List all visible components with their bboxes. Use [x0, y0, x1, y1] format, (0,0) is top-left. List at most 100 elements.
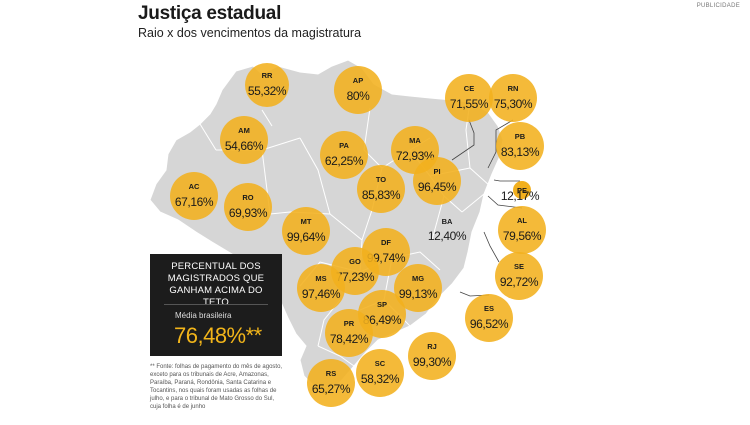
bubble-rs: RS 65,27%: [307, 359, 355, 407]
bubble-circle-rn: [489, 74, 537, 122]
bubble-rr: RR 55,32%: [245, 63, 289, 107]
state-code-ce: CE: [464, 84, 474, 93]
state-value-sp: 86,49%: [363, 313, 402, 327]
ad-label: PUBLICIDADE: [696, 3, 740, 9]
state-value-pe: 12,17%: [501, 189, 540, 203]
state-code-rs: RS: [326, 369, 336, 378]
bubble-pi: PI 96,45%: [413, 157, 461, 205]
state-value-go: 77,23%: [336, 270, 375, 284]
state-code-rr: RR: [262, 71, 273, 80]
state-code-al: AL: [517, 216, 527, 225]
bubble-ms: MS 97,46%: [297, 264, 345, 312]
state-code-ma: MA: [409, 136, 421, 145]
state-value-ce: 71,55%: [450, 97, 489, 111]
bubble-ro: RO 69,93%: [224, 183, 272, 231]
state-code-es: ES: [484, 304, 494, 313]
state-code-df: DF: [381, 238, 391, 247]
bubble-rj: RJ 99,30%: [408, 332, 456, 380]
legend-divider: [164, 304, 268, 305]
bubble-ap: AP 80%: [334, 66, 382, 114]
bubble-ce: CE 71,55%: [445, 74, 493, 122]
bubble-circle-ac: [170, 172, 218, 220]
state-value-pb: 83,13%: [501, 145, 540, 159]
bubble-to: TO 85,83%: [357, 165, 405, 213]
bubble-mg: MG 99,13%: [394, 264, 442, 312]
connector-rn: [487, 119, 514, 169]
connector-se: [483, 231, 500, 263]
bubble-circle-pi: [413, 157, 461, 205]
state-value-pr: 78,42%: [330, 332, 369, 346]
average-legend: PERCENTUAL DOS MAGISTRADOS QUE GANHAM AC…: [150, 254, 282, 356]
bubble-pa: PA 62,25%: [320, 131, 368, 179]
bubble-mt: MT 99,64%: [282, 207, 330, 255]
state-code-go: GO: [349, 257, 361, 266]
state-bubbles: RR 55,32% AP 80% CE 71,55% RN 75,30% AM 54,66% PA 6…: [170, 63, 546, 407]
state-value-mg: 99,13%: [399, 287, 438, 301]
connector-pe: [493, 179, 520, 182]
state-code-sp: SP: [377, 300, 387, 309]
footnote: ** Fonte: folhas de pagamento do mês de …: [150, 364, 283, 410]
state-code-rn: RN: [508, 84, 519, 93]
bubble-circle-to: [357, 165, 405, 213]
state-value-ap: 80%: [347, 89, 371, 103]
bubble-circle-rr: [245, 63, 289, 107]
state-code-to: TO: [376, 175, 386, 184]
bubble-pb: PB 83,13%: [496, 122, 544, 170]
bubble-ac: AC 67,16%: [170, 172, 218, 220]
bubble-sc: SC 58,32%: [356, 349, 404, 397]
state-code-sc: SC: [375, 359, 386, 368]
state-code-mt: MT: [301, 217, 312, 226]
state-code-am: AM: [238, 126, 250, 135]
connectors: [451, 119, 523, 297]
state-value-am: 54,66%: [225, 139, 264, 153]
connector-ce: [451, 119, 475, 161]
bubble-circle-ap: [334, 66, 382, 114]
page-title: Justiça estadual: [138, 3, 282, 24]
bubble-circle-pr: [325, 309, 373, 357]
state-value-pi: 96,45%: [418, 180, 457, 194]
bubble-circle-mg: [394, 264, 442, 312]
state-code-se: SE: [514, 262, 524, 271]
state-value-ms: 97,46%: [302, 287, 341, 301]
legend-title: PERCENTUAL DOS MAGISTRADOS QUE GANHAM AC…: [167, 261, 265, 308]
state-value-to: 85,83%: [362, 188, 401, 202]
bubble-circle-ms: [297, 264, 345, 312]
state-code-ap: AP: [353, 76, 363, 85]
bubble-es: ES 96,52%: [465, 294, 513, 342]
state-value-pa: 62,25%: [325, 154, 364, 168]
bubble-circle-mt: [282, 207, 330, 255]
state-value-al: 79,56%: [503, 229, 542, 243]
connector-al: [487, 195, 523, 209]
state-value-rs: 65,27%: [312, 382, 351, 396]
state-code-pr: PR: [344, 319, 355, 328]
state-value-ac: 67,16%: [175, 195, 214, 209]
bubble-pr: PR 78,42%: [325, 309, 373, 357]
bubble-circle-ro: [224, 183, 272, 231]
state-value-mt: 99,64%: [287, 230, 326, 244]
state-code-pe: PE: [517, 186, 527, 195]
state-code-ro: RO: [242, 193, 253, 202]
state-value-rj: 99,30%: [413, 355, 452, 369]
state-code-mg: MG: [412, 274, 424, 283]
state-code-pa: PA: [339, 141, 349, 150]
bubble-circle-pa: [320, 131, 368, 179]
state-value-rn: 75,30%: [494, 97, 533, 111]
state-value-se: 92,72%: [500, 275, 539, 289]
state-code-pi: PI: [433, 167, 440, 176]
bubble-circle-pe: [513, 181, 531, 199]
bubble-circle-se: [495, 252, 543, 300]
state-code-ac: AC: [189, 182, 200, 191]
bubble-circle-es: [465, 294, 513, 342]
bubble-rn: RN 75,30%: [489, 74, 537, 122]
state-value-ma: 72,93%: [396, 149, 435, 163]
state-value-ba: 12,40%: [428, 229, 467, 243]
state-code-ba: BA: [442, 217, 453, 226]
bubble-circle-sc: [356, 349, 404, 397]
bubble-al: AL 79,56%: [498, 206, 546, 254]
state-value-rr: 55,32%: [248, 84, 287, 98]
state-value-es: 96,52%: [470, 317, 509, 331]
bubble-circle-al: [498, 206, 546, 254]
state-code-pb: PB: [515, 132, 526, 141]
